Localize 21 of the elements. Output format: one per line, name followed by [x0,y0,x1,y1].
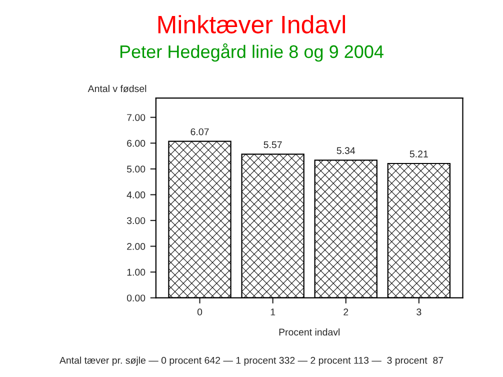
y-tick-label: 3.00 [126,217,146,224]
data-label: 5.34 [336,147,356,154]
y-axis-title: Antal v fødsel [88,84,146,92]
y-tick-label: 2.00 [127,243,146,250]
data-label: 5.21 [410,150,428,158]
y-tick-label: 7.00 [127,114,146,121]
chart-subtitle: Peter Hedegård linie 8 og 9 2004 [120,43,384,62]
data-label: 5.57 [264,141,282,148]
x-tick-label: 0 [197,308,202,316]
x-tick-label: 1 [270,308,276,316]
x-axis-title: Procent indavl [279,328,340,336]
y-tick-label: 5.00 [126,166,146,173]
text: Antal tæver pr. søjle — 0 procent 642 — 1 procent 332 — 2 procent 113 — 3 procent 87 [60,356,444,366]
y-tick-label: 0.00 [126,294,146,302]
x-tick-label: 3 [416,308,422,316]
chart-title: Minktæver Indavl [158,15,346,34]
y-tick-label: 1.00 [127,268,146,276]
data-label: 6.07 [190,128,209,136]
y-tick-label: 4.00 [126,191,146,198]
y-tick-label: 6.00 [127,140,146,147]
x-tick-label: 2 [344,308,348,316]
